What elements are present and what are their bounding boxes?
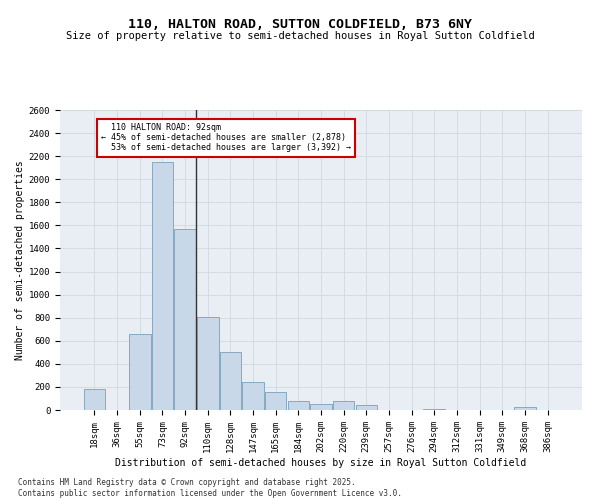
Bar (152, 162, 173, 410)
Bar (287, 402, 309, 410)
Y-axis label: Number of semi-detached properties: Number of semi-detached properties (14, 160, 25, 360)
Text: 110, HALTON ROAD, SUTTON COLDFIELD, B73 6NY: 110, HALTON ROAD, SUTTON COLDFIELD, B73 … (128, 18, 472, 30)
Bar (424, 409, 445, 410)
Bar (175, 229, 196, 410)
Text: Contains HM Land Registry data © Crown copyright and database right 2025.
Contai: Contains HM Land Registry data © Crown c… (18, 478, 402, 498)
Bar (242, 382, 264, 410)
Bar (220, 352, 241, 410)
Bar (514, 406, 536, 410)
Text: 110 HALTON ROAD: 92sqm
← 45% of semi-detached houses are smaller (2,878)
  53% o: 110 HALTON ROAD: 92sqm ← 45% of semi-det… (101, 122, 351, 152)
Bar (84, 389, 105, 410)
Bar (129, 334, 151, 410)
Bar (265, 392, 286, 410)
Text: Size of property relative to semi-detached houses in Royal Sutton Coldfield: Size of property relative to semi-detach… (65, 31, 535, 41)
Bar (333, 401, 355, 410)
Bar (356, 405, 377, 410)
Bar (197, 316, 218, 410)
Bar (310, 404, 332, 410)
X-axis label: Distribution of semi-detached houses by size in Royal Sutton Coldfield: Distribution of semi-detached houses by … (115, 458, 527, 468)
